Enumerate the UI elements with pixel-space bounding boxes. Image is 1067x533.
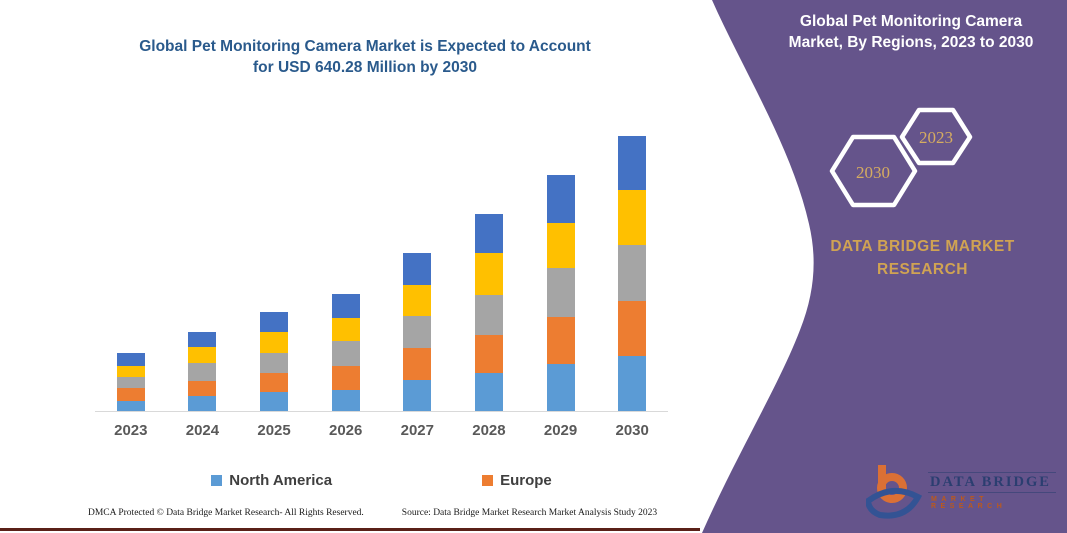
bar-segment-europe [188,380,217,397]
hexagon-2023 [899,107,973,166]
legend-item-europe: Europe [482,472,552,489]
chart-legend: North America Europe [95,472,668,489]
bar-segment-north-america [188,396,217,411]
bar-segment-unlabeled-region-yellow [260,332,289,354]
bar-segment-unlabeled-region-yellow [546,222,575,268]
bar-segment-unlabeled-region-gray [260,353,289,374]
bar-segment-unlabeled-region-gray [116,376,145,388]
bar-segment-europe [331,365,360,391]
year-hexagons: 2023 2030 [829,107,973,208]
bar-segment-unlabeled-region-gray [618,245,647,301]
x-axis-label-2025: 2025 [257,422,291,439]
hexagon-2030 [829,134,918,208]
plot-area [95,130,668,412]
bar-segment-europe [403,348,432,380]
dbmr-logo-subtitle: MARKET RESEARCH [931,496,1007,510]
dbmr-logo-name: DATA BRIDGE [928,472,1056,493]
bar-2026 [331,293,360,411]
dbmr-logo-text: DATA BRIDGE MARKET RESEARCH [928,472,1056,510]
brand-line2: RESEARCH [877,261,968,278]
legend-swatch-icon [211,475,223,486]
bar-segment-unlabeled-region-gray [546,267,575,318]
bar-segment-unlabeled-region-darkblue [188,331,217,348]
brand-line1: DATA BRIDGE MARKET [830,238,1015,255]
panel-heading-line2: Market, By Regions, 2023 to 2030 [788,34,1034,51]
hexagon-2030-label: 2030 [856,163,890,182]
bar-segment-unlabeled-region-yellow [618,190,647,246]
x-axis-label-2024: 2024 [185,422,220,439]
x-axis-label-2030: 2030 [615,422,649,439]
x-axis-label-2023: 2023 [114,422,148,439]
chart-title: Global Pet Monitoring Camera Market is E… [90,36,640,78]
legend-label: Europe [500,472,552,489]
bar-2025 [260,312,289,411]
bar-segment-unlabeled-region-yellow [331,318,360,341]
bar-segment-unlabeled-region-yellow [116,366,145,377]
copyright-text: DMCA Protected © Data Bridge Market Rese… [88,508,364,518]
source-text: Source: Data Bridge Market Research Mark… [401,508,658,518]
chart-title-line1: Global Pet Monitoring Camera Market is E… [139,38,591,55]
x-axis-label-2027: 2027 [400,422,434,439]
bottom-divider [0,528,700,531]
bar-segment-unlabeled-region-darkblue [260,312,289,333]
x-axis-label-2028: 2028 [472,422,506,439]
legend-item-north-america: North America [211,472,332,489]
bar-segment-north-america [618,356,647,411]
bar-2027 [403,253,432,411]
bar-segment-north-america [260,392,289,411]
dbmr-logo-icon [866,465,923,519]
bar-segment-unlabeled-region-darkblue [474,214,503,254]
bar-2030 [618,135,647,411]
bar-segment-unlabeled-region-gray [188,362,217,381]
brand-wordmark: DATA BRIDGE MARKET RESEARCH [795,235,1050,281]
bar-segment-europe [618,300,647,357]
bar-segment-unlabeled-region-gray [403,315,432,349]
bar-segment-unlabeled-region-darkblue [116,353,145,367]
bar-segment-europe [474,334,503,374]
bar-segment-unlabeled-region-yellow [403,285,432,316]
x-axis: 2023 2024 2025 2026 2027 2028 2029 2030 [95,422,668,439]
bar-segment-unlabeled-region-darkblue [331,293,360,319]
bar-segment-unlabeled-region-yellow [188,347,217,363]
bar-segment-unlabeled-region-darkblue [618,135,647,191]
x-axis-label-2026: 2026 [329,422,363,439]
legend-label: North America [229,472,333,489]
bar-segment-north-america [116,400,145,411]
bar-segment-unlabeled-region-gray [331,340,360,366]
chart-title-line2: for USD 640.28 Million by 2030 [253,59,477,76]
hexagon-2023-label: 2023 [919,128,953,147]
bar-chart [95,130,668,412]
bar-2028 [474,214,503,411]
bar-segment-europe [546,317,575,365]
bar-segment-unlabeled-region-darkblue [546,174,575,223]
footer: DMCA Protected © Data Bridge Market Rese… [88,508,688,518]
bar-segment-europe [116,387,145,401]
panel-heading-line1: Global Pet Monitoring Camera [799,13,1023,30]
bar-2023 [116,353,145,411]
bar-2024 [188,331,217,411]
bar-segment-unlabeled-region-yellow [474,253,503,295]
bar-segment-unlabeled-region-darkblue [403,253,432,286]
purple-panel-shape [702,0,1067,533]
x-axis-label-2029: 2029 [543,422,578,439]
legend-swatch-icon [482,475,494,486]
bar-segment-north-america [546,364,575,411]
bar-segment-north-america [474,373,503,411]
dbmr-logo: DATA BRIDGE MARKET RESEARCH [866,460,1056,522]
bar-segment-north-america [403,380,432,411]
panel-heading: Global Pet Monitoring Camera Market, By … [765,11,1057,53]
bar-segment-unlabeled-region-gray [474,294,503,335]
bar-2029 [546,174,575,411]
bar-segment-europe [260,373,289,393]
bar-segment-north-america [331,390,360,411]
